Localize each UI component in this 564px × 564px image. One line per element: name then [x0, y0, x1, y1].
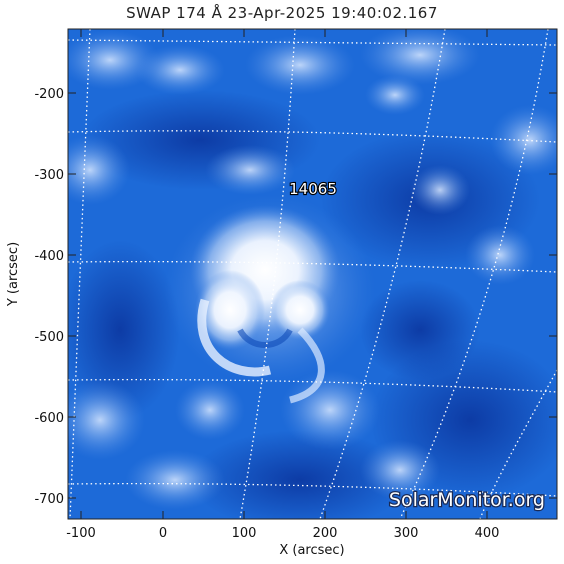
y-tick-label: -600	[34, 411, 64, 426]
x-tick-label: -100	[66, 526, 96, 541]
x-tick-marks	[80, 29, 488, 519]
plot-frame	[67, 28, 558, 520]
x-tick-label: 0	[159, 526, 167, 541]
x-axis-label: X (arcsec)	[279, 543, 344, 558]
x-tick-label: 100	[232, 526, 257, 541]
euv-image	[68, 29, 557, 519]
y-tick-marks	[68, 92, 557, 499]
active-region-label: 14065	[289, 180, 337, 198]
solarmonitor-watermark: SolarMonitor.org	[389, 489, 545, 511]
y-tick-label: -700	[34, 492, 64, 507]
heliographic-grid	[68, 29, 557, 519]
y-axis-label: Y (arcsec)	[6, 242, 21, 307]
x-tick-label: 400	[475, 526, 500, 541]
x-tick-label: 200	[313, 526, 338, 541]
y-tick-label: -500	[34, 330, 64, 345]
x-tick-label: 300	[394, 526, 419, 541]
y-tick-label: -400	[34, 249, 64, 264]
y-tick-label: -300	[34, 168, 64, 183]
y-tick-label: -200	[34, 87, 64, 102]
image-title: SWAP 174 Å 23-Apr-2025 19:40:02.167	[126, 4, 438, 22]
